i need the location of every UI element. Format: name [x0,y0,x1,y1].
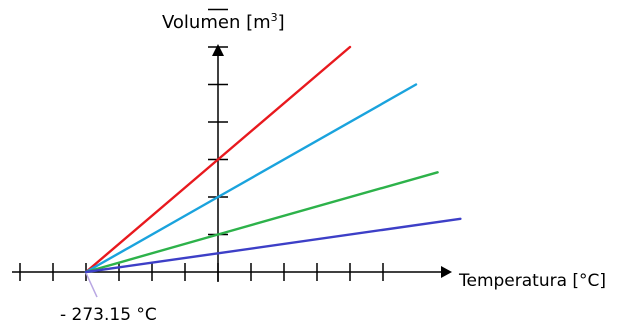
series-line-4 [84,217,462,274]
x-axis-label: Temperatura [°C] [458,271,606,291]
series-line-1 [84,45,352,274]
x-axis-arrow [441,266,452,278]
zero-point-marker [85,272,98,298]
series-lines [84,45,462,274]
y-axis-arrow [212,44,224,56]
series-line-3 [84,171,439,274]
absolute-zero-annotation: - 273.15 °C [60,305,157,325]
series-line-2 [84,83,418,274]
y-axis-label: Volumen [m3] [162,11,285,33]
